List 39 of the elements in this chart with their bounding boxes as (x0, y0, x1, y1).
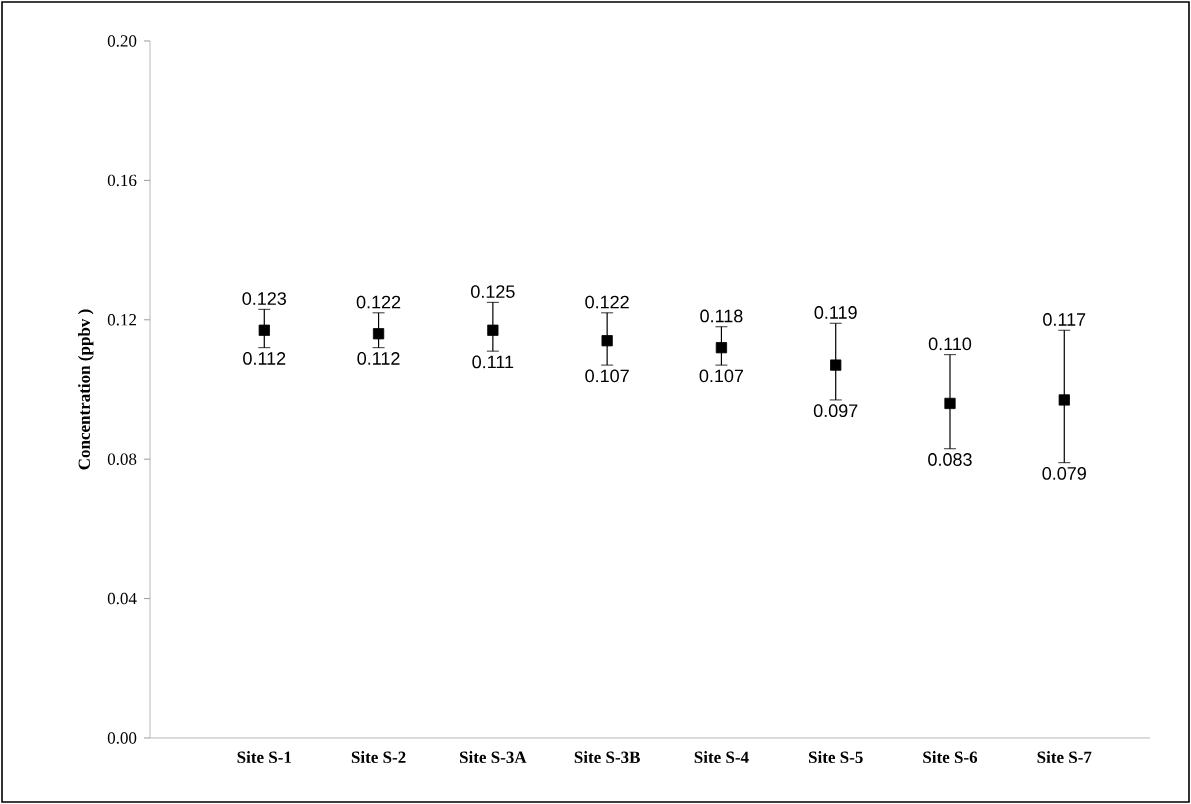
y-tick-label: 0.00 (107, 732, 137, 744)
point (258, 324, 270, 336)
annotation: 0.122 (585, 295, 629, 309)
x-tick-label: Site S-6 (923, 751, 978, 763)
point (944, 397, 956, 410)
annotation: 0.119 (814, 306, 857, 319)
y-tick-label: 0.12 (107, 314, 136, 326)
point (372, 328, 385, 340)
annotation: 0.083 (928, 453, 972, 466)
x-tick-label: Site S-4 (694, 751, 749, 763)
annotation: 0.117 (1043, 313, 1086, 326)
point (1058, 394, 1070, 406)
annotation: 0.112 (243, 352, 286, 365)
x-tick-label: Site S-2 (351, 751, 406, 763)
y-tick-label: 0.04 (107, 592, 137, 605)
x-tick-label: Site S-5 (808, 751, 863, 763)
annotation: 0.097 (813, 404, 858, 418)
annotation: 0.112 (357, 352, 400, 365)
y-tick-label: 0.08 (107, 453, 137, 465)
annotation: 0.125 (471, 285, 515, 298)
x-tick-label: Site S-3B (574, 751, 640, 763)
annotation: 0.107 (699, 369, 744, 383)
y-tick-label: 0.20 (107, 35, 137, 47)
point (715, 342, 728, 354)
x-tick-label: Site S-1 (237, 751, 292, 763)
annotation: 0.107 (585, 369, 629, 383)
annotation: 0.110 (928, 337, 972, 351)
annotation: 0.118 (700, 309, 743, 323)
x-tick-label: Site S-7 (1037, 751, 1092, 763)
annotation: 0.111 (472, 355, 514, 369)
annotation: 0.123 (242, 292, 287, 305)
point (487, 324, 499, 336)
point (830, 359, 842, 371)
y-tick-label: 0.16 (107, 174, 137, 187)
annotation: 0.079 (1042, 467, 1086, 480)
x-tick-label: Site S-3A (460, 751, 527, 763)
annotation: 0.122 (356, 295, 401, 309)
point (601, 335, 613, 347)
y-axis-title: Concentration (ppbv ) (78, 309, 94, 470)
